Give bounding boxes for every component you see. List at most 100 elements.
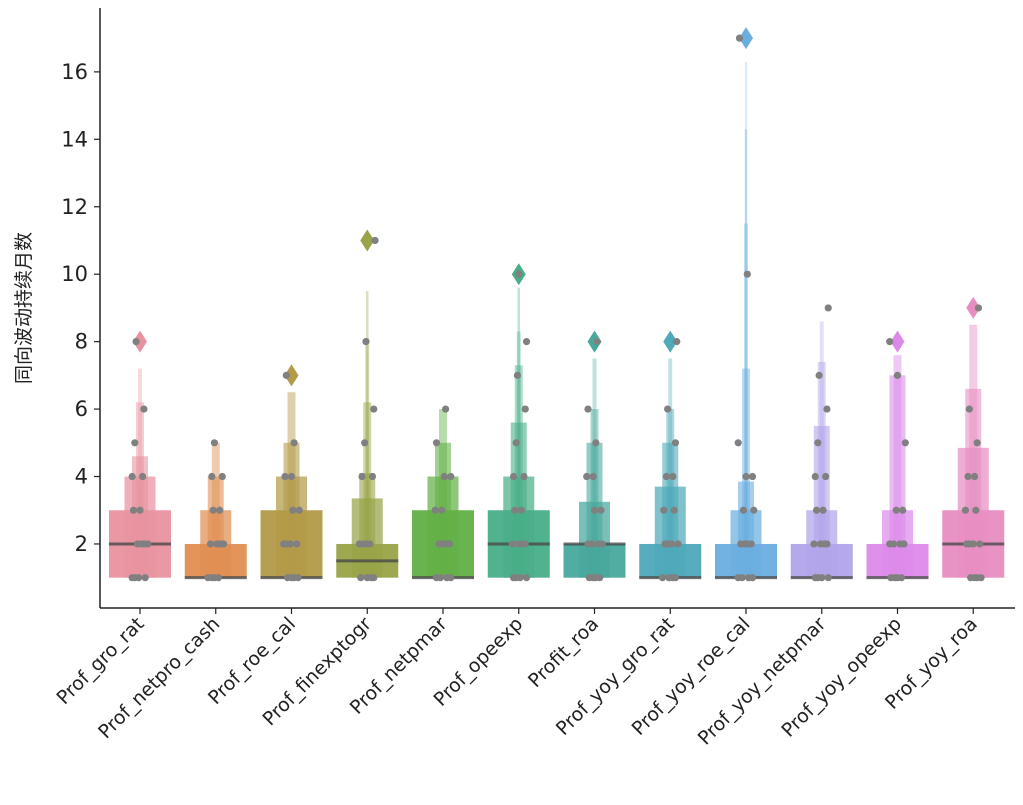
strip-point <box>892 506 900 514</box>
strip-point <box>208 472 216 481</box>
strip-point <box>282 540 290 548</box>
strip-point <box>967 574 975 582</box>
letter-value-box <box>744 129 748 578</box>
letter-value-box <box>745 61 747 578</box>
strip-point <box>371 236 379 245</box>
strip-point <box>370 405 378 413</box>
y-tick-label: 12 <box>61 195 88 219</box>
strip-point <box>964 472 972 481</box>
boxen-Prof_gro_rat <box>109 330 171 582</box>
strip-point <box>512 574 520 582</box>
outlier-marker <box>663 330 678 353</box>
strip-point <box>128 472 136 481</box>
strip-point <box>204 574 212 582</box>
strip-point <box>823 405 831 413</box>
strip-point <box>210 439 219 447</box>
strip-point <box>750 506 758 514</box>
boxen-Prof_roe_cal <box>260 364 323 582</box>
boxen-Profit_roa <box>563 330 626 582</box>
strip-point <box>734 574 742 582</box>
strip-point <box>289 506 297 514</box>
letter-value-box <box>866 543 929 578</box>
strip-point <box>737 540 745 548</box>
strip-point <box>511 506 519 514</box>
strip-point <box>742 472 750 481</box>
strip-point <box>590 506 599 514</box>
strip-point <box>133 540 141 548</box>
strip-point <box>432 439 441 447</box>
strip-point <box>816 540 825 548</box>
strip-point <box>973 574 981 582</box>
strip-point <box>887 574 895 582</box>
strip-point <box>748 472 757 481</box>
strip-point <box>281 472 289 481</box>
letter-value-box <box>365 338 370 578</box>
strip-point <box>293 540 301 548</box>
strip-point <box>810 540 818 548</box>
outlier-marker <box>133 330 147 353</box>
strip-point <box>132 338 140 346</box>
strip-point <box>743 540 751 548</box>
strip-point <box>589 472 597 481</box>
strip-point <box>585 574 593 582</box>
strip-point <box>592 574 600 582</box>
boxen-Prof_netpro_cash <box>184 439 247 582</box>
strip-point <box>440 472 448 481</box>
letter-value-box <box>715 543 777 578</box>
strip-point <box>592 439 600 447</box>
strip-point <box>674 540 682 548</box>
strip-point <box>662 472 670 481</box>
strip-point <box>669 472 677 481</box>
strip-point <box>522 574 531 582</box>
strip-point <box>522 338 531 346</box>
strip-point <box>665 574 673 582</box>
y-tick-label: 10 <box>61 262 88 286</box>
boxen-Prof_yoy_netpmar <box>790 304 853 582</box>
strip-point <box>965 540 973 548</box>
y-tick-label: 2 <box>75 532 88 556</box>
strip-point <box>442 540 450 548</box>
letter-value-box <box>366 291 369 578</box>
strip-point <box>743 270 751 278</box>
strip-point <box>358 472 366 481</box>
strip-point <box>136 506 144 514</box>
strip-point <box>583 472 591 481</box>
strip-point <box>290 574 298 582</box>
strip-point <box>355 540 364 548</box>
strip-point <box>508 540 516 548</box>
strip-point <box>431 506 439 514</box>
strip-point <box>671 439 680 447</box>
strip-point <box>209 506 217 514</box>
strip-point <box>515 540 523 548</box>
strip-point <box>520 472 528 481</box>
strip-point <box>670 506 678 514</box>
strip-point <box>965 405 973 413</box>
strip-point <box>811 472 819 481</box>
strip-point <box>660 506 668 514</box>
strip-point <box>673 338 681 346</box>
strip-point <box>664 405 672 413</box>
strip-point <box>442 405 450 413</box>
strip-point <box>513 371 522 379</box>
strip-point <box>824 304 832 312</box>
y-tick-label: 4 <box>75 465 88 489</box>
strip-point <box>521 405 529 413</box>
strip-point <box>216 506 224 514</box>
strip-point <box>435 540 443 548</box>
strip-point <box>443 574 451 582</box>
strip-point <box>362 540 370 548</box>
strip-point <box>521 540 529 548</box>
x-tick-label: Prof_yoy_netpmar <box>694 613 831 750</box>
strip-point <box>282 371 290 379</box>
strip-point <box>593 338 601 346</box>
strip-point <box>370 574 378 582</box>
strip-point <box>438 506 446 514</box>
strip-point <box>141 574 149 582</box>
strip-point <box>140 540 148 548</box>
strip-point <box>509 472 518 481</box>
strip-point <box>131 574 139 582</box>
strip-point <box>658 574 667 582</box>
strip-point <box>893 371 902 379</box>
y-tick-label: 14 <box>61 127 88 151</box>
